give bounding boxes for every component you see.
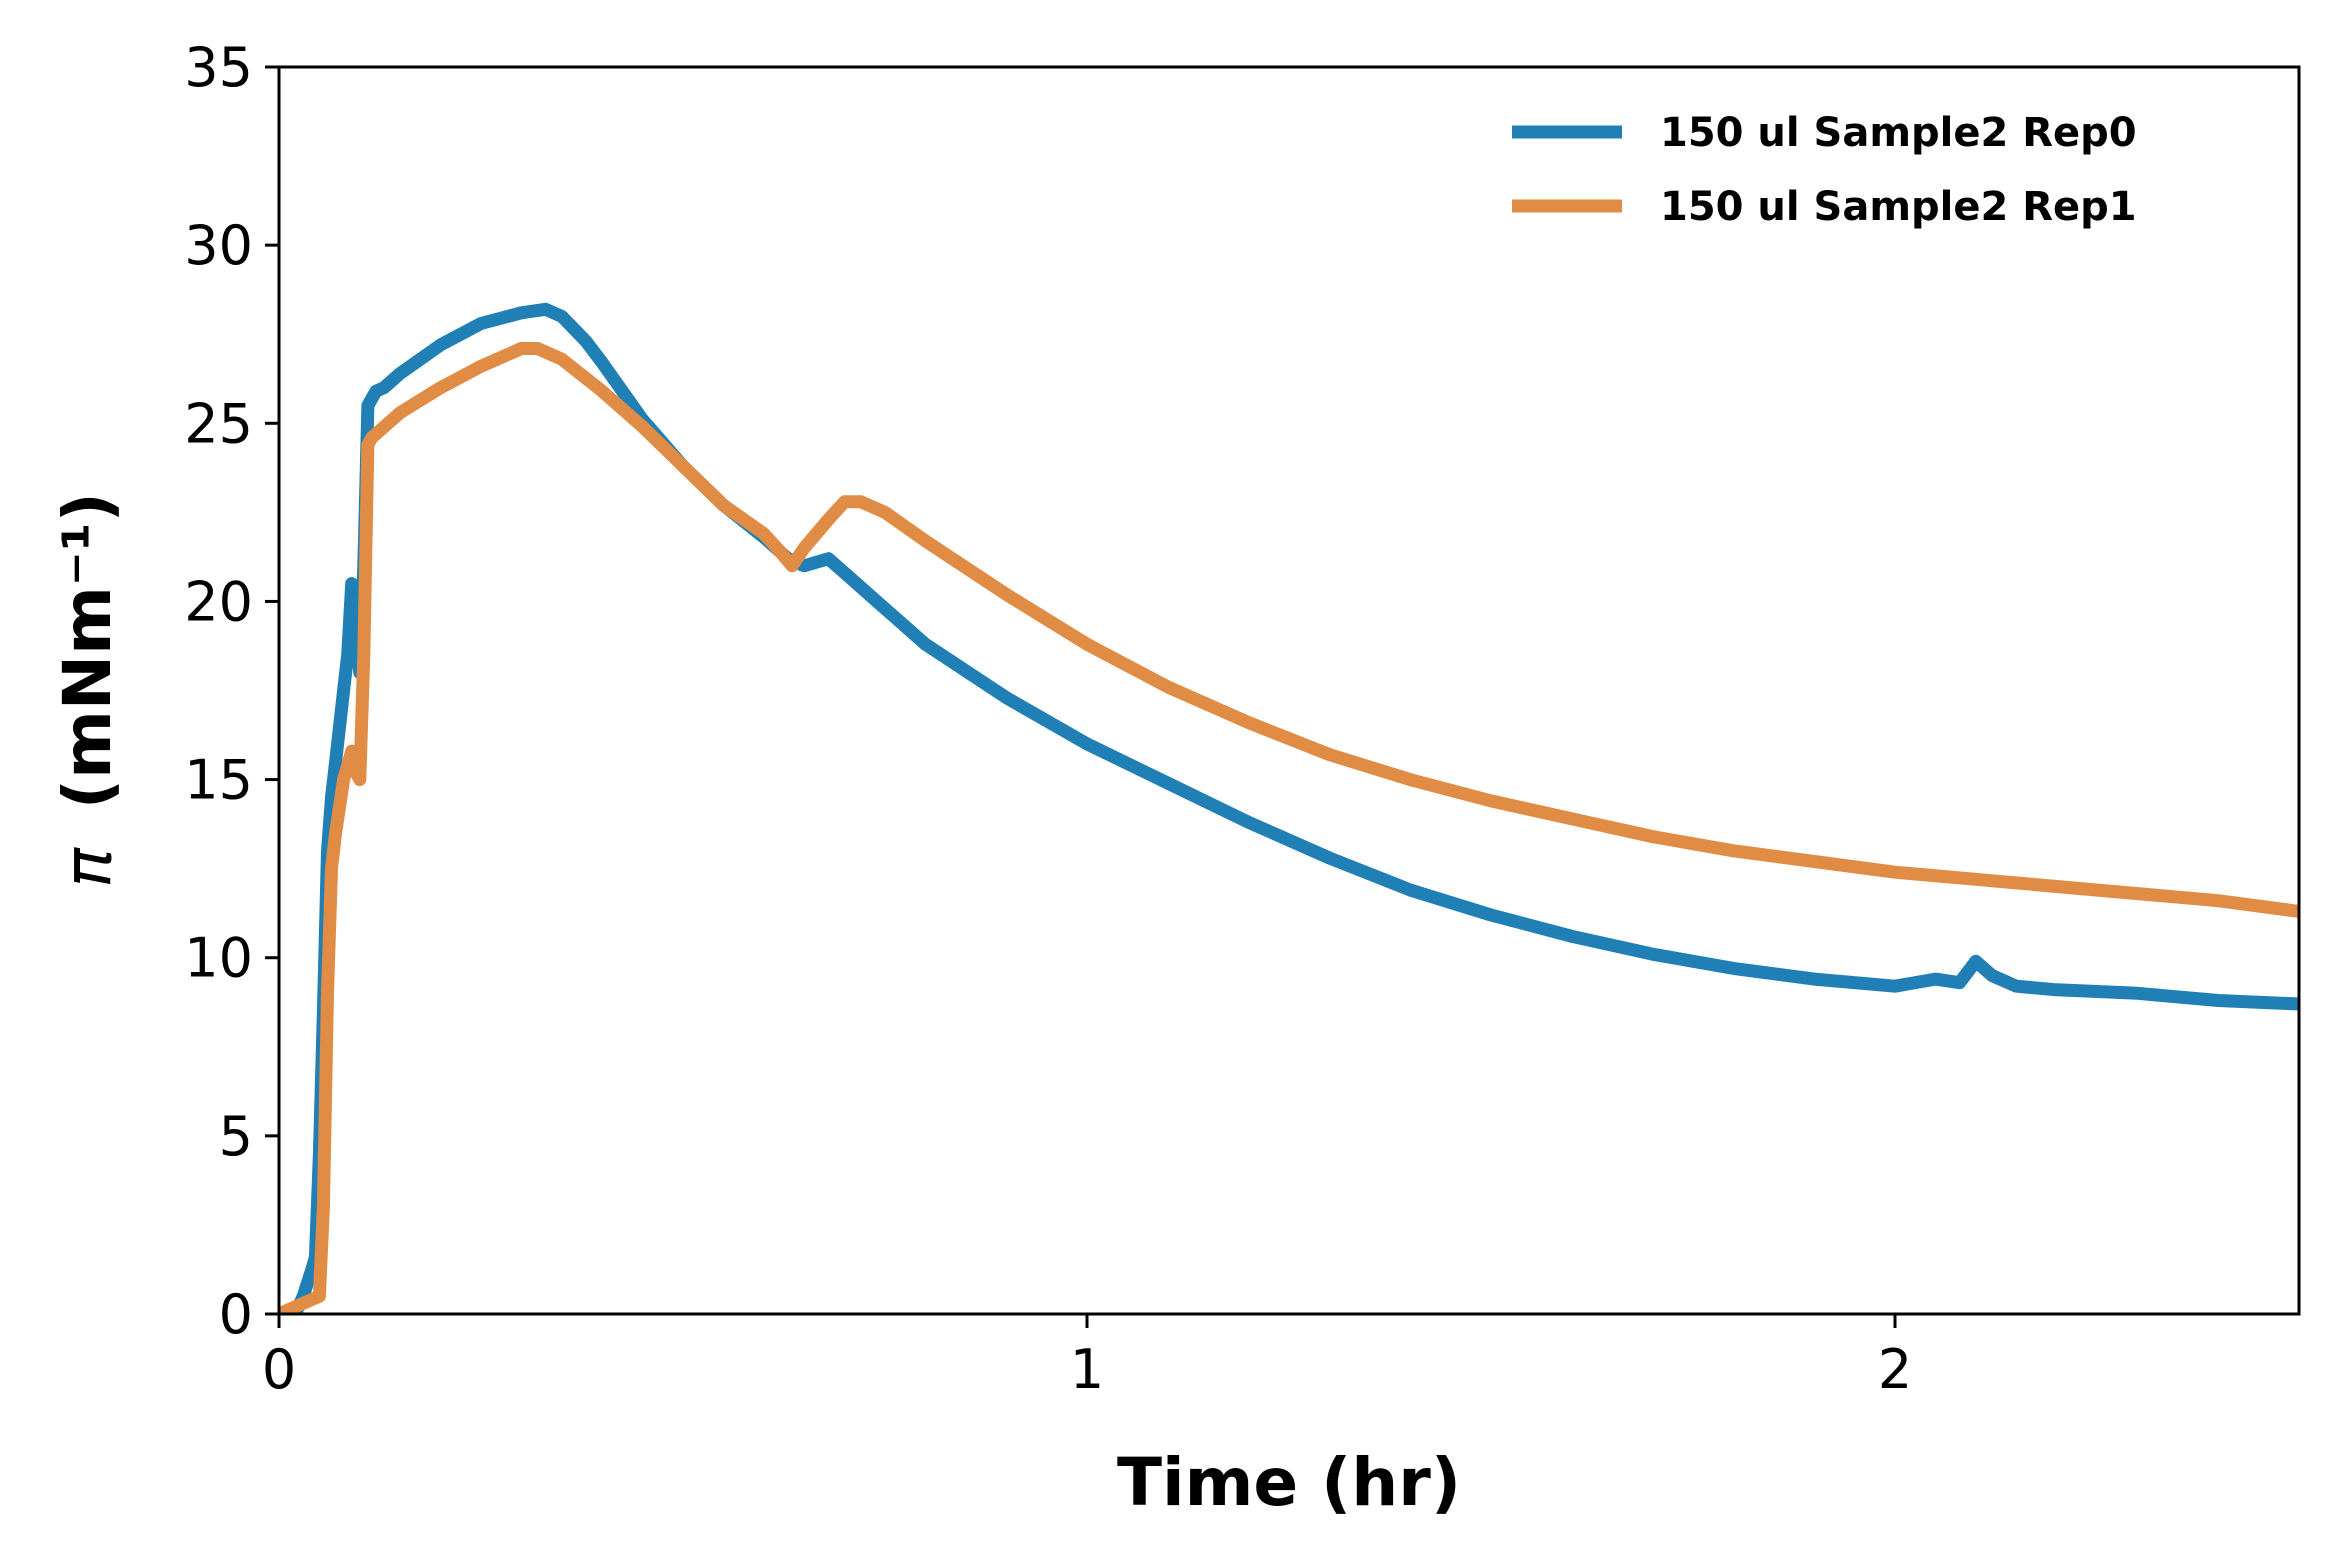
y-tick-label: 15 xyxy=(184,749,253,812)
x-tick-label: 2 xyxy=(1878,1338,1912,1401)
y-axis-ticks: 0 5 10 15 20 25 30 35 xyxy=(184,36,279,1346)
plot-frame xyxy=(277,65,2301,1316)
y-axis-units: (mNm⁻¹) xyxy=(49,492,126,809)
legend-label-1: 150 ul Sample2 Rep1 xyxy=(1660,184,2137,230)
y-tick-label: 35 xyxy=(184,36,253,99)
legend-label-0: 150 ul Sample2 Rep0 xyxy=(1660,110,2137,156)
series-layer xyxy=(279,302,2299,1314)
series-line-1 xyxy=(279,342,2299,1314)
y-tick-label: 5 xyxy=(219,1105,253,1168)
y-tick-label: 20 xyxy=(184,570,253,633)
svg-text:π (mNm⁻¹): π (mNm⁻¹) xyxy=(49,492,126,888)
y-tick-label: 25 xyxy=(184,392,253,455)
x-tick-label: 0 xyxy=(262,1338,296,1401)
y-axis-title: π (mNm⁻¹) xyxy=(49,492,126,888)
x-axis-ticks: 0 1 2 xyxy=(262,1314,1912,1401)
x-axis-title: Time (hr) xyxy=(1117,1444,1461,1521)
series-line-0 xyxy=(279,302,2299,1314)
x-tick-label: 1 xyxy=(1070,1338,1104,1401)
y-tick-label: 30 xyxy=(184,214,253,277)
y-tick-label: 0 xyxy=(219,1283,253,1346)
legend: 150 ul Sample2 Rep0 150 ul Sample2 Rep1 xyxy=(1512,110,2137,230)
y-tick-label: 10 xyxy=(184,927,253,990)
y-axis-symbol: π xyxy=(49,847,126,888)
